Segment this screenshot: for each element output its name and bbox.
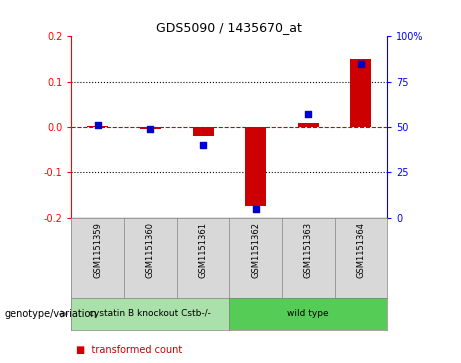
Point bbox=[305, 111, 312, 117]
Text: GSM1151359: GSM1151359 bbox=[93, 222, 102, 278]
Text: ■  transformed count: ■ transformed count bbox=[76, 345, 182, 355]
Text: GSM1151361: GSM1151361 bbox=[199, 222, 207, 278]
Text: GSM1151362: GSM1151362 bbox=[251, 222, 260, 278]
Text: cystatin B knockout Cstb-/-: cystatin B knockout Cstb-/- bbox=[89, 310, 211, 318]
Point bbox=[94, 122, 101, 128]
Bar bbox=[193, 127, 213, 136]
Point bbox=[147, 126, 154, 132]
Text: GSM1151360: GSM1151360 bbox=[146, 222, 155, 278]
Text: wild type: wild type bbox=[288, 310, 329, 318]
Bar bbox=[350, 59, 372, 127]
Title: GDS5090 / 1435670_at: GDS5090 / 1435670_at bbox=[156, 21, 302, 34]
Text: GSM1151363: GSM1151363 bbox=[304, 222, 313, 278]
Text: genotype/variation: genotype/variation bbox=[5, 309, 97, 319]
Bar bbox=[140, 127, 161, 129]
Point bbox=[252, 206, 260, 212]
Text: GSM1151364: GSM1151364 bbox=[356, 222, 366, 278]
Bar bbox=[87, 126, 108, 127]
Point bbox=[199, 142, 207, 148]
Bar bbox=[245, 127, 266, 207]
Bar bbox=[298, 123, 319, 127]
Point bbox=[357, 61, 365, 66]
